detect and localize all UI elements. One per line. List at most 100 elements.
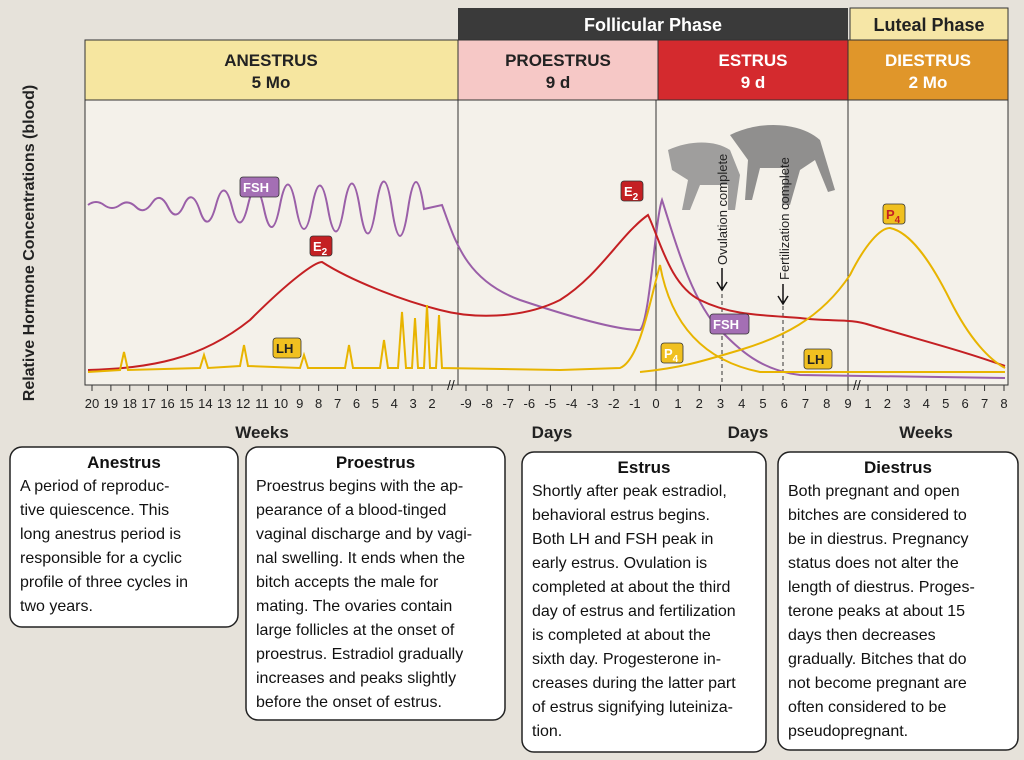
x-tick-label: 7: [334, 396, 341, 411]
x-tick-label: -5: [545, 396, 557, 411]
hormone-label: LH: [807, 352, 824, 367]
x-tick-label: -4: [566, 396, 578, 411]
box-text: Both LH and FSH peak in: [532, 531, 713, 548]
x-tick-label: -2: [608, 396, 620, 411]
x-tick-label: 2: [428, 396, 435, 411]
box-text: is completed at about the: [532, 627, 711, 644]
box-text: often considered to be: [788, 699, 946, 716]
x-tick-label: -8: [481, 396, 493, 411]
follicular-bar: [458, 8, 848, 40]
box-text: not become pregnant are: [788, 675, 967, 692]
hormone-label-sub: 2: [633, 192, 639, 203]
e2-curve: [87, 213, 1006, 371]
x-tick-label: 4: [738, 396, 745, 411]
hormone-label-box: [803, 348, 833, 370]
box-title: Proestrus: [336, 453, 415, 472]
arrow: [777, 284, 789, 306]
x-axis-title: Days: [728, 423, 769, 442]
box-text: gradually. Bitches that do: [788, 651, 967, 668]
box-text: bitch accepts the male for: [256, 574, 439, 591]
hormone-label-base: LH: [276, 341, 293, 356]
x-tick-label: 3: [409, 396, 416, 411]
box-title: Estrus: [618, 458, 671, 477]
x-tick-label: 13: [217, 396, 231, 411]
phase-box: [657, 39, 849, 101]
x-tick-label: 10: [274, 396, 288, 411]
x-tick-label: 6: [353, 396, 360, 411]
chart-frame: [84, 99, 1009, 386]
x-tick-label: 16: [160, 396, 174, 411]
hormone-label: E2: [624, 184, 639, 203]
x-tick-label: -7: [502, 396, 514, 411]
box-text: length of diestrus. Proges-: [788, 579, 975, 596]
x-tick-label: 6: [962, 396, 969, 411]
x-tick-label: 15: [179, 396, 193, 411]
x-tick-label: 1: [864, 396, 871, 411]
x-tick-label: 1: [674, 396, 681, 411]
hormone-label-base: E: [313, 239, 322, 254]
hormone-label-box: [709, 313, 750, 335]
hormone-label-box: [660, 342, 684, 364]
phase-duration: 9 d: [741, 73, 766, 92]
hormone-label-base: FSH: [243, 180, 269, 195]
phase-duration: 5 Mo: [252, 73, 291, 92]
x-tick-label: 17: [141, 396, 155, 411]
x-tick-label: 4: [391, 396, 398, 411]
box-text: days then decreases: [788, 627, 936, 644]
text-box: [9, 446, 239, 628]
hormone-label: P4: [886, 207, 901, 226]
hormone-label-box: [272, 337, 302, 359]
dog-silhouette: [730, 124, 835, 205]
box-text: Both pregnant and open: [788, 483, 960, 500]
hormone-label-sub: 4: [673, 354, 679, 365]
box-text: be in diestrus. Pregnancy: [788, 531, 969, 548]
box-text: Proestrus begins with the ap-: [256, 478, 463, 495]
x-tick-label: 9: [296, 396, 303, 411]
p4-curve: [639, 226, 1006, 373]
box-text: large follicles at the onset of: [256, 622, 455, 639]
hormone-label-sub: 2: [322, 247, 328, 258]
text-box: [777, 451, 1019, 751]
box-text: tion.: [532, 723, 562, 740]
x-tick-label: 18: [123, 396, 137, 411]
x-tick-label: 11: [255, 396, 269, 411]
box-text: behavioral estrus begins.: [532, 507, 710, 524]
box-text: A period of reproduc-: [20, 478, 169, 495]
x-tick-label: 6: [781, 396, 788, 411]
arrow: [716, 268, 728, 292]
hormone-label-base: E: [624, 184, 633, 199]
hormone-label-base: P: [886, 207, 895, 222]
box-text: pearance of a blood-tinged: [256, 502, 446, 519]
text-box: [521, 451, 767, 753]
phase-box: [847, 39, 1009, 101]
box-text: of estrus signifying luteiniza-: [532, 699, 733, 716]
x-tick-label: 5: [759, 396, 766, 411]
box-text: responsible for a cyclic: [20, 550, 182, 567]
x-tick-label: 0: [652, 396, 659, 411]
hormone-label: P4: [664, 346, 679, 365]
dog-silhouette: [668, 142, 740, 210]
annotation: Fertilization complete: [777, 157, 792, 280]
x-tick-label: -3: [587, 396, 599, 411]
x-tick-label: 8: [823, 396, 830, 411]
x-tick-label: 5: [942, 396, 949, 411]
box-text: profile of three cycles in: [20, 574, 188, 591]
box-text: proestrus. Estradiol gradually: [256, 646, 463, 663]
box-text: vaginal discharge and by vagi-: [256, 526, 472, 543]
x-tick-label: 9: [844, 396, 851, 411]
hormone-label-sub: 4: [895, 215, 901, 226]
phase-name: DIESTRUS: [885, 51, 971, 70]
phase-name: ANESTRUS: [224, 51, 318, 70]
x-tick-label: -6: [524, 396, 536, 411]
box-text: mating. The ovaries contain: [256, 598, 452, 615]
hormone-label: FSH: [713, 317, 739, 332]
hormone-label-box: [309, 235, 333, 257]
box-text: bitches are considered to: [788, 507, 967, 524]
hormone-label-box: [882, 203, 906, 225]
x-tick-label: -1: [629, 396, 641, 411]
follicular-label: Follicular Phase: [584, 15, 722, 35]
box-text: long anestrus period is: [20, 526, 181, 543]
phase-name: PROESTRUS: [505, 51, 611, 70]
box-text: creases during the latter part: [532, 675, 736, 692]
